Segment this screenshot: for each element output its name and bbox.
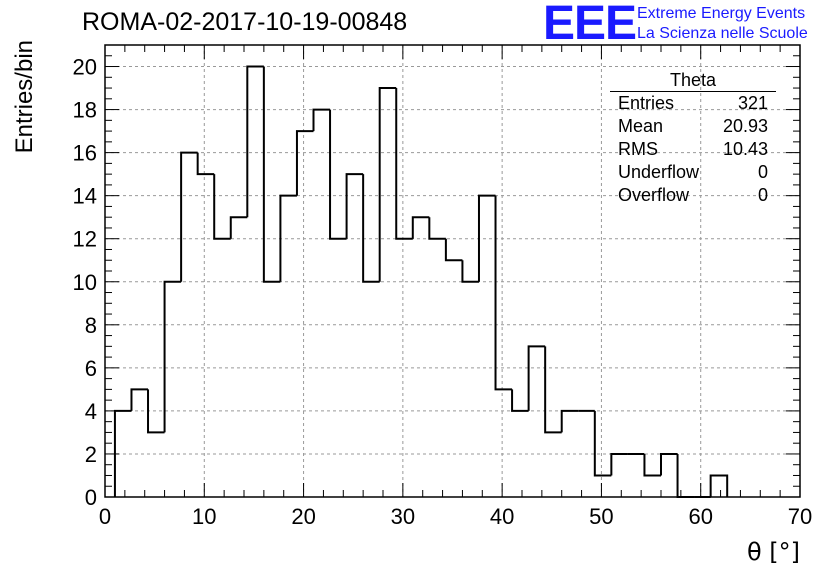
- histogram-bin: [709, 474, 729, 497]
- x-tick-labels: 0 10 20 30 40 50 60 70: [99, 504, 812, 529]
- x-tick-label: 40: [490, 504, 514, 529]
- stats-title: Theta: [610, 70, 776, 92]
- stats-box: Theta Entries 321 Mean 20.93 RMS 10.43 U…: [610, 70, 776, 207]
- stats-row-overflow: Overflow 0: [610, 184, 776, 207]
- histogram-bin: [643, 453, 661, 477]
- stats-value: 20.93: [722, 116, 768, 136]
- eee-logo: EEE: [543, 0, 637, 50]
- y-tick-label: 18: [73, 98, 97, 123]
- y-tick-label: 12: [73, 227, 97, 252]
- histogram-bin: [511, 389, 529, 412]
- histogram-bin: [544, 346, 562, 434]
- histogram-bin: [262, 66, 281, 283]
- histogram-bin: [560, 409, 579, 433]
- stats-value: 0: [757, 162, 768, 182]
- histogram-bin: [196, 152, 215, 176]
- y-tick-label: 2: [85, 442, 97, 467]
- y-tick-label: 14: [73, 184, 97, 209]
- histogram-bin: [593, 410, 612, 477]
- histogram-bin: [676, 453, 695, 498]
- histogram-bin: [395, 88, 413, 240]
- stats-value: 0: [757, 185, 768, 205]
- stats-row-underflow: Underflow 0: [610, 161, 776, 184]
- histogram-bin: [147, 389, 165, 434]
- histogram-bin: [494, 195, 513, 391]
- stats-label: Entries: [618, 93, 675, 113]
- stats-label: RMS: [618, 139, 658, 159]
- logo-caption-line1: Extreme Energy Events: [637, 5, 806, 22]
- histogram-bin: [213, 174, 231, 240]
- x-tick-label: 30: [391, 504, 415, 529]
- y-tick-label: 10: [73, 270, 97, 295]
- x-tick-label: 70: [788, 504, 812, 529]
- x-tick-label: 20: [291, 504, 315, 529]
- histogram-bin: [378, 87, 397, 282]
- y-tick-label: 20: [73, 55, 97, 80]
- histogram-bin: [477, 194, 496, 282]
- x-tick-label: 10: [192, 504, 216, 529]
- histogram-bin: [279, 194, 297, 282]
- histogram-bin: [246, 65, 264, 218]
- x-tick-label: 50: [589, 504, 613, 529]
- histogram-bin: [610, 452, 628, 476]
- histogram-bin: [362, 174, 380, 283]
- y-tick-label: 16: [73, 141, 97, 166]
- y-tick-labels: 0 2 4 6 8 10 12 14 16 18 20: [73, 55, 97, 510]
- stats-value: 321: [737, 93, 768, 113]
- x-tick-label: 60: [688, 504, 712, 529]
- histogram-bin: [345, 173, 364, 239]
- y-tick-label: 4: [85, 399, 97, 424]
- stats-label: Underflow: [618, 162, 700, 182]
- logo-caption-line2: La Scienza nelle Scuole: [637, 25, 808, 42]
- chart-title: ROMA-02-2017-10-19-00848: [82, 8, 408, 36]
- stats-row-entries: Entries 321: [610, 92, 776, 115]
- histogram-bin: [428, 217, 446, 240]
- histogram-bin: [295, 130, 314, 196]
- histogram-bin: [163, 280, 182, 433]
- histogram-bin: [411, 216, 430, 239]
- y-tick-label: 8: [85, 313, 97, 338]
- stats-value: 10.43: [722, 139, 768, 159]
- histogram-bin: [130, 388, 149, 411]
- histogram-bin: [180, 151, 198, 282]
- histogram-bin: [444, 238, 463, 262]
- histogram-bin: [461, 260, 479, 283]
- stats-label: Mean: [618, 116, 664, 136]
- x-axis-label: θ [°]: [747, 538, 800, 566]
- y-axis-label: Entries/bin: [11, 40, 38, 153]
- logo-caption: Extreme Energy Events La Scienza nelle S…: [637, 4, 808, 44]
- x-tick-label: 0: [99, 504, 111, 529]
- histogram-bin: [660, 452, 678, 476]
- histogram-bin: [329, 109, 347, 240]
- y-tick-label: 6: [85, 356, 97, 381]
- histogram-bin: [229, 216, 248, 239]
- axis-ticks: [104, 44, 801, 498]
- y-tick-label: 0: [85, 485, 97, 510]
- stats-row-mean: Mean 20.93: [610, 115, 776, 138]
- stats-row-rms: RMS 10.43: [610, 138, 776, 161]
- histogram-bin: [312, 108, 331, 132]
- stats-label: Overflow: [618, 185, 690, 205]
- histogram-bin: [527, 345, 546, 411]
